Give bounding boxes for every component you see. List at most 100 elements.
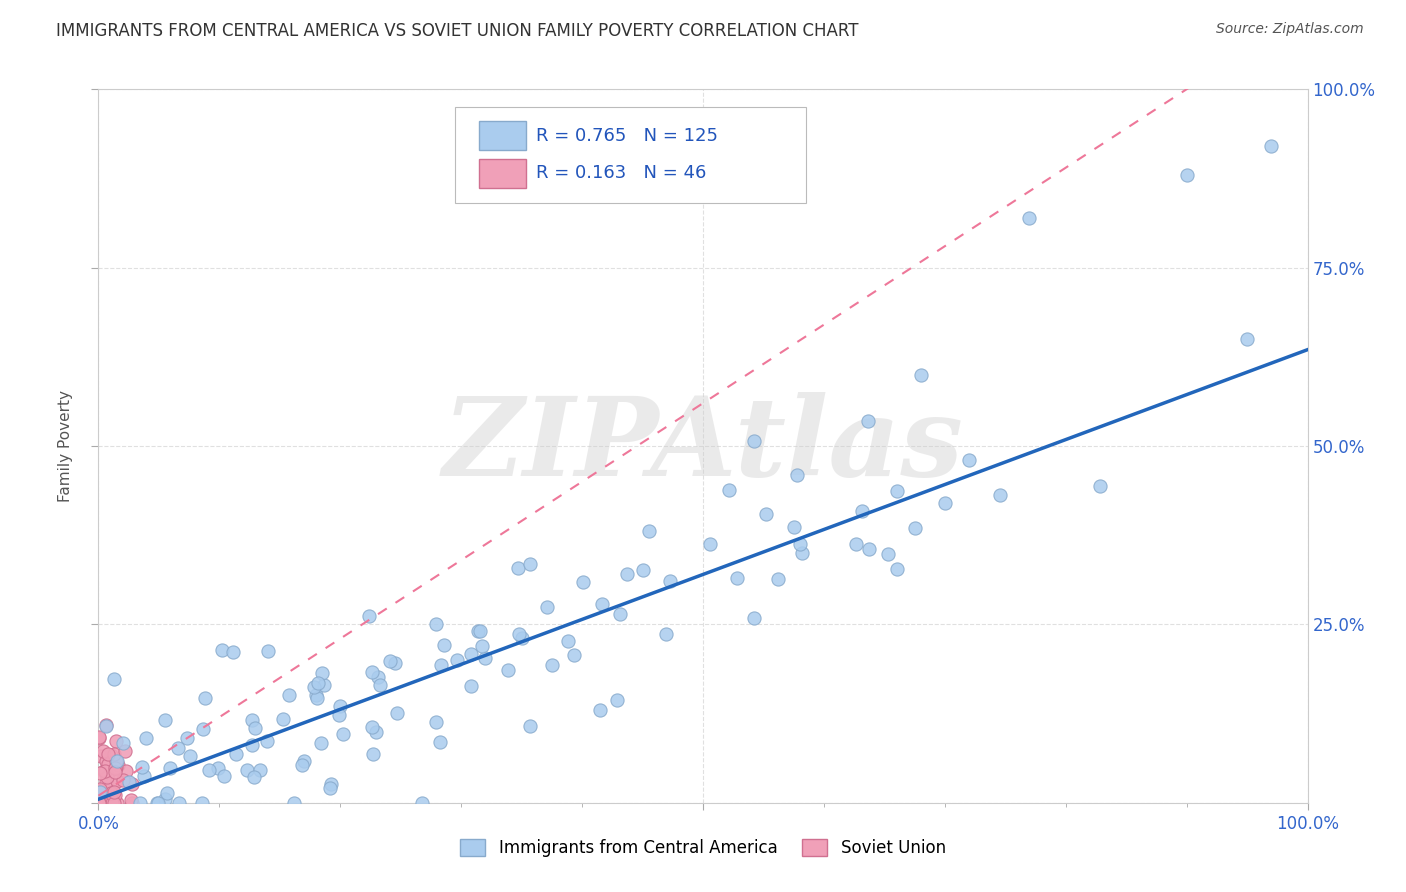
Point bbox=[90, 748, 112, 763]
Point bbox=[519, 719, 541, 733]
Point bbox=[460, 679, 482, 693]
Point bbox=[100, 776, 122, 790]
Point bbox=[474, 651, 496, 665]
Point bbox=[291, 757, 314, 772]
Point bbox=[115, 764, 138, 779]
Point bbox=[742, 434, 765, 448]
Point bbox=[93, 744, 115, 758]
Point bbox=[112, 773, 135, 788]
Point bbox=[153, 791, 176, 805]
Point bbox=[104, 760, 127, 774]
Legend: Immigrants from Central America, Soviet Union: Immigrants from Central America, Soviet … bbox=[454, 832, 952, 863]
Point bbox=[783, 519, 806, 533]
Point bbox=[638, 524, 661, 539]
Point bbox=[321, 777, 343, 791]
Point bbox=[430, 658, 453, 673]
Point bbox=[100, 786, 122, 800]
Point bbox=[562, 648, 585, 662]
FancyBboxPatch shape bbox=[479, 121, 526, 150]
Point bbox=[103, 764, 125, 779]
Point bbox=[384, 656, 406, 670]
Point bbox=[96, 782, 118, 797]
Point bbox=[114, 744, 136, 758]
Point bbox=[121, 796, 143, 810]
Point bbox=[367, 671, 389, 685]
Point bbox=[90, 782, 112, 797]
Text: Source: ZipAtlas.com: Source: ZipAtlas.com bbox=[1216, 22, 1364, 37]
Point bbox=[101, 795, 124, 809]
Point bbox=[792, 546, 814, 560]
Point bbox=[236, 763, 259, 777]
Point bbox=[572, 574, 595, 589]
Point bbox=[506, 560, 529, 574]
Point bbox=[328, 707, 350, 722]
Point bbox=[1260, 139, 1282, 153]
Point bbox=[105, 754, 128, 768]
Point bbox=[105, 754, 128, 768]
Text: R = 0.163   N = 46: R = 0.163 N = 46 bbox=[536, 164, 706, 182]
Point bbox=[146, 796, 169, 810]
Point bbox=[1018, 211, 1040, 225]
Point bbox=[858, 415, 880, 429]
Point bbox=[103, 796, 125, 810]
Point bbox=[858, 542, 880, 557]
Point bbox=[311, 665, 333, 680]
Point bbox=[225, 747, 247, 761]
Point bbox=[988, 488, 1011, 502]
Point bbox=[957, 453, 980, 467]
Point bbox=[131, 760, 153, 774]
Point bbox=[179, 749, 201, 764]
Point bbox=[742, 611, 765, 625]
Point bbox=[877, 547, 900, 561]
Y-axis label: Family Poverty: Family Poverty bbox=[58, 390, 73, 502]
Point bbox=[94, 718, 117, 732]
Point bbox=[96, 770, 118, 784]
Point bbox=[93, 764, 115, 779]
Point bbox=[120, 792, 142, 806]
Point bbox=[467, 624, 489, 638]
Point bbox=[429, 734, 451, 748]
Point bbox=[699, 537, 721, 551]
Point bbox=[134, 769, 156, 783]
Point bbox=[789, 536, 811, 550]
Point bbox=[425, 616, 447, 631]
Point bbox=[460, 648, 482, 662]
Point bbox=[496, 663, 519, 677]
Point bbox=[207, 761, 229, 775]
Point bbox=[222, 645, 245, 659]
Point bbox=[89, 785, 111, 799]
Point bbox=[257, 644, 280, 658]
Point bbox=[361, 719, 384, 733]
Point bbox=[159, 761, 181, 775]
Point bbox=[361, 747, 384, 761]
Point bbox=[510, 631, 533, 645]
Point bbox=[245, 721, 267, 735]
Point bbox=[385, 706, 408, 721]
Point bbox=[609, 607, 631, 622]
Point bbox=[304, 680, 326, 694]
Point bbox=[103, 747, 125, 761]
Point bbox=[118, 775, 141, 789]
Point bbox=[292, 754, 315, 768]
Point bbox=[89, 765, 111, 780]
Point bbox=[249, 763, 271, 777]
Point bbox=[146, 796, 169, 810]
FancyBboxPatch shape bbox=[456, 107, 806, 203]
Point bbox=[101, 796, 124, 810]
Point bbox=[364, 725, 387, 739]
Point bbox=[97, 757, 120, 772]
Point bbox=[631, 563, 654, 577]
Point bbox=[211, 643, 233, 657]
Point bbox=[193, 722, 215, 736]
Point bbox=[271, 712, 294, 726]
Point bbox=[425, 715, 447, 730]
Point bbox=[98, 796, 121, 810]
Point bbox=[755, 507, 778, 521]
Point bbox=[934, 496, 956, 510]
Point bbox=[197, 764, 219, 778]
Point bbox=[541, 657, 564, 672]
Point bbox=[536, 599, 558, 614]
Point bbox=[90, 789, 112, 804]
Point bbox=[104, 788, 127, 802]
Point bbox=[89, 782, 111, 797]
